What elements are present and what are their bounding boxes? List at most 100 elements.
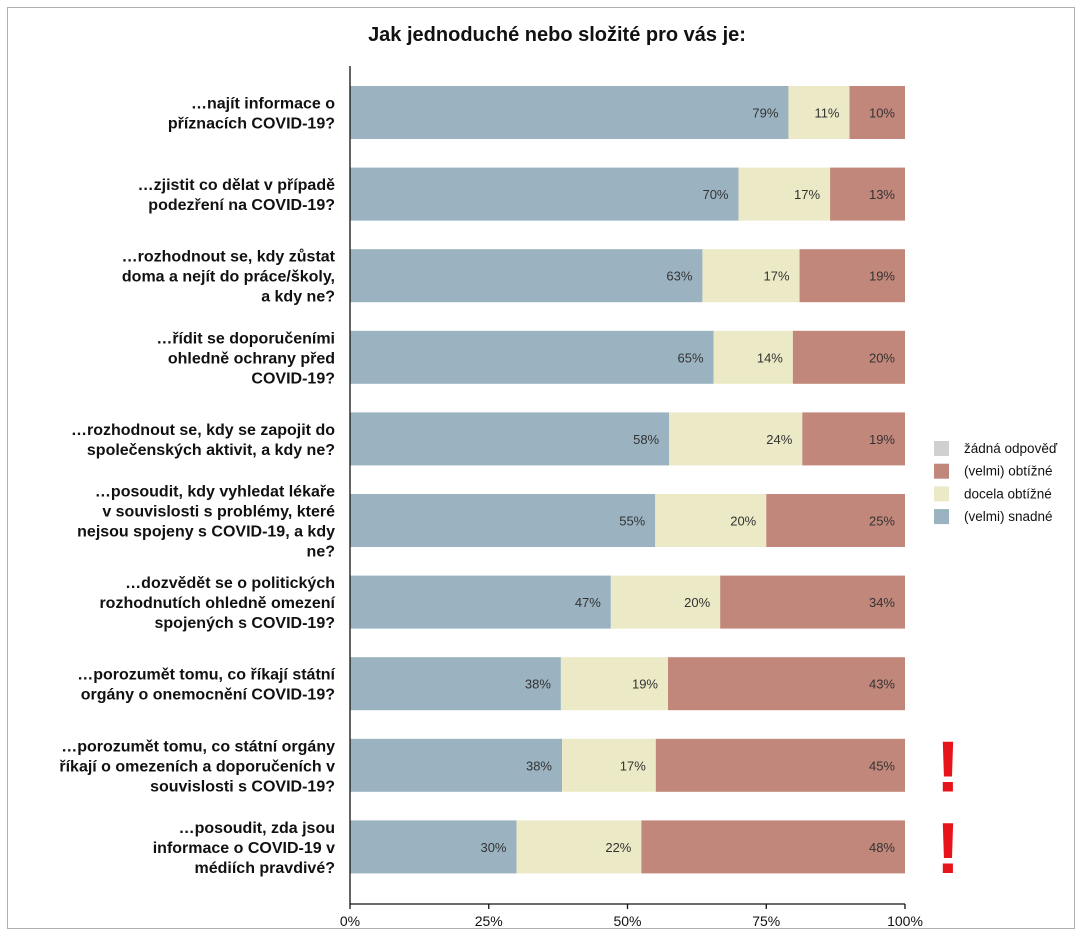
value-label-row-2-seg-1: 70% — [702, 187, 728, 202]
x-tick-label-5: 100% — [887, 913, 923, 929]
category-label-row-4-line-1: …řídit se doporučeními — [156, 330, 335, 347]
category-label-row-2-line-2: podezření na COVID-19? — [148, 197, 335, 214]
bar-fairly-difficult-row-4 — [713, 330, 793, 384]
category-label-row-6-line-2: v souvislosti s problémy, které — [102, 504, 335, 521]
legend-label-4: (velmi) snadné — [964, 509, 1053, 524]
category-label-row-5-line-1: …rozhodnout se, kdy se zapojit do — [71, 422, 335, 439]
value-label-row-3-seg-3: 19% — [869, 269, 895, 284]
category-label-row-4-line-2: ohledně ochrany před — [168, 350, 335, 367]
alert-exclamation-1: ! — [936, 727, 960, 807]
bar-easy-row-1 — [350, 86, 789, 139]
category-label-row-10-line-2: informace o COVID-19 v — [153, 840, 335, 857]
category-label-row-8-line-1: …porozumět tomu, co říkají státní — [77, 667, 335, 684]
value-label-row-5-seg-2: 24% — [766, 432, 792, 447]
legend-label-1: žádná odpověď — [964, 441, 1058, 456]
value-label-row-9-seg-1: 38% — [526, 758, 552, 773]
value-label-row-10-seg-2: 22% — [605, 840, 631, 855]
bar-easy-row-7 — [350, 575, 611, 629]
legend-swatch-1 — [934, 441, 949, 456]
value-label-row-4-seg-1: 65% — [677, 350, 703, 365]
value-label-row-10-seg-3: 48% — [869, 840, 895, 855]
category-label-row-7-line-1: …dozvědět se o politických — [125, 575, 335, 592]
bar-easy-row-8 — [350, 657, 561, 711]
value-label-row-8-seg-2: 19% — [632, 677, 658, 692]
category-label-row-3-line-3: a kdy ne? — [261, 289, 335, 306]
bar-easy-row-2 — [350, 167, 739, 221]
category-label-row-6-line-4: ne? — [307, 544, 335, 561]
value-label-row-5-seg-3: 19% — [869, 432, 895, 447]
value-label-row-6-seg-3: 25% — [869, 514, 895, 529]
bar-difficult-row-7 — [720, 575, 905, 629]
bar-easy-row-5 — [350, 412, 670, 466]
bar-difficult-row-3 — [799, 249, 905, 303]
value-label-row-3-seg-2: 17% — [764, 269, 790, 284]
category-label-row-2-line-1: …zjistit co dělat v případě — [138, 177, 335, 194]
bar-easy-row-10 — [350, 820, 517, 874]
value-label-row-10-seg-1: 30% — [480, 840, 506, 855]
value-label-row-7-seg-2: 20% — [684, 595, 710, 610]
bar-fairly-difficult-row-2 — [738, 167, 831, 221]
category-label-row-9-line-3: souvislosti s COVID-19? — [150, 778, 335, 795]
value-label-row-9-seg-2: 17% — [620, 758, 646, 773]
category-label-row-6-line-1: …posoudit, kdy vyhledat lékaře — [95, 484, 335, 501]
category-label-row-4-line-3: COVID-19? — [251, 370, 335, 387]
category-label-row-6-line-3: nejsou spojeny s COVID-19, a kdy — [77, 524, 335, 541]
x-tick-label-3: 50% — [613, 913, 641, 929]
category-label-row-10-line-1: …posoudit, zda jsou — [179, 820, 335, 837]
category-label-row-9-line-2: říkají o omezeních a doporučeních v — [59, 758, 335, 775]
bar-fairly-difficult-row-1 — [788, 86, 850, 139]
bar-fairly-difficult-row-8 — [560, 657, 669, 711]
bar-fairly-difficult-row-9 — [562, 738, 656, 792]
value-label-row-1-seg-1: 79% — [752, 106, 778, 121]
bar-difficult-row-9 — [655, 738, 905, 792]
bar-difficult-row-4 — [792, 330, 905, 384]
bar-difficult-row-1 — [849, 86, 905, 139]
chart-title: Jak jednoduché nebo složité pro vás je: — [368, 24, 746, 46]
value-label-row-7-seg-3: 34% — [869, 595, 895, 610]
bar-fairly-difficult-row-10 — [516, 820, 642, 874]
value-label-row-7-seg-1: 47% — [575, 595, 601, 610]
category-label-row-9-line-1: …porozumět tomu, co státní orgány — [61, 738, 335, 755]
category-label-row-10-line-3: médiích pravdivé? — [195, 860, 336, 877]
legend-label-2: (velmi) obtížné — [964, 464, 1053, 479]
category-label-row-5-line-2: společenských aktivit, a kdy ne? — [87, 442, 335, 459]
x-tick-label-4: 75% — [752, 913, 780, 929]
bar-difficult-row-8 — [668, 657, 905, 711]
category-label-row-7-line-2: rozhodnutích ohledně omezení — [99, 595, 335, 612]
category-label-row-1-line-1: …najít informace o — [191, 96, 335, 113]
bar-difficult-row-5 — [802, 412, 905, 466]
bar-easy-row-6 — [350, 494, 656, 547]
bar-fairly-difficult-row-7 — [610, 575, 721, 629]
bar-difficult-row-2 — [830, 167, 905, 221]
bar-easy-row-4 — [350, 330, 714, 384]
value-label-row-4-seg-3: 20% — [869, 350, 895, 365]
legend-swatch-3 — [934, 486, 949, 502]
legend-swatch-4 — [934, 509, 949, 525]
category-label-row-7-line-3: spojených s COVID-19? — [155, 615, 336, 632]
category-label-row-3-line-1: …rozhodnout se, kdy zůstat — [122, 249, 336, 266]
bar-fairly-difficult-row-5 — [669, 412, 803, 466]
bar-easy-row-3 — [350, 249, 703, 303]
alert-exclamation-2: ! — [936, 809, 960, 889]
value-label-row-8-seg-1: 38% — [525, 677, 551, 692]
value-label-row-5-seg-1: 58% — [633, 432, 659, 447]
bar-fairly-difficult-row-6 — [655, 494, 767, 547]
value-label-row-2-seg-2: 17% — [794, 187, 820, 202]
bar-difficult-row-6 — [766, 494, 905, 547]
category-label-row-8-line-2: orgány o onemocnění COVID-19? — [81, 687, 335, 704]
x-tick-label-2: 25% — [475, 913, 503, 929]
bar-difficult-row-10 — [641, 820, 905, 874]
legend-swatch-2 — [934, 463, 949, 479]
value-label-row-4-seg-2: 14% — [757, 350, 783, 365]
value-label-row-2-seg-3: 13% — [869, 187, 895, 202]
category-label-row-1-line-2: příznacích COVID-19? — [168, 116, 335, 133]
bar-easy-row-9 — [350, 738, 563, 792]
value-label-row-9-seg-3: 45% — [869, 758, 895, 773]
value-label-row-6-seg-1: 55% — [619, 514, 645, 529]
value-label-row-6-seg-2: 20% — [730, 514, 756, 529]
value-label-row-8-seg-3: 43% — [869, 677, 895, 692]
value-label-row-1-seg-2: 11% — [814, 106, 839, 121]
bar-fairly-difficult-row-3 — [702, 249, 800, 303]
value-label-row-3-seg-1: 63% — [666, 269, 692, 284]
